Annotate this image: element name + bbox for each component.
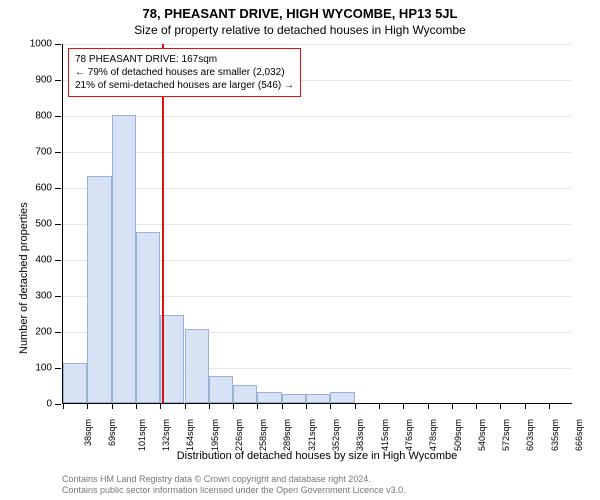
histogram-bar <box>209 376 233 403</box>
x-tick-label: 415sqm <box>380 419 390 451</box>
x-tick-label: 635sqm <box>550 419 560 451</box>
histogram-bar <box>306 394 330 403</box>
x-tick <box>160 403 161 409</box>
y-tick-label: 500 <box>18 219 52 230</box>
x-tick <box>452 403 453 409</box>
y-tick-label: 200 <box>18 327 52 338</box>
x-tick-label: 226sqm <box>234 419 244 451</box>
histogram-bar <box>330 392 354 403</box>
y-tick <box>55 296 61 297</box>
histogram-bar <box>63 363 87 403</box>
y-tick <box>55 44 61 45</box>
y-tick-label: 700 <box>18 147 52 158</box>
x-tick <box>209 403 210 409</box>
footer-text: Contains HM Land Registry data © Crown c… <box>62 474 406 496</box>
x-tick <box>233 403 234 409</box>
x-tick <box>87 403 88 409</box>
x-tick <box>306 403 307 409</box>
x-tick <box>500 403 501 409</box>
histogram-bar <box>136 232 160 403</box>
x-tick-label: 352sqm <box>331 419 341 451</box>
histogram-bar <box>282 394 306 403</box>
x-tick <box>525 403 526 409</box>
x-tick-label: 383sqm <box>355 419 365 451</box>
callout-line1: 78 PHEASANT DRIVE: 167sqm <box>75 53 294 66</box>
y-tick-label: 600 <box>18 183 52 194</box>
y-tick-label: 100 <box>18 363 52 374</box>
x-tick <box>403 403 404 409</box>
gridline <box>63 116 572 117</box>
x-tick-label: 540sqm <box>477 419 487 451</box>
y-tick-label: 1000 <box>18 39 52 50</box>
x-tick-label: 666sqm <box>574 419 584 451</box>
y-tick <box>55 80 61 81</box>
x-tick <box>549 403 550 409</box>
y-tick-label: 300 <box>18 291 52 302</box>
y-tick-label: 900 <box>18 75 52 86</box>
x-tick-label: 603sqm <box>525 419 535 451</box>
x-tick-label: 478sqm <box>428 419 438 451</box>
y-tick-label: 800 <box>18 111 52 122</box>
x-tick-label: 101sqm <box>137 419 147 451</box>
x-tick <box>355 403 356 409</box>
x-tick-label: 195sqm <box>210 419 220 451</box>
histogram-bar <box>87 176 111 403</box>
x-tick-label: 132sqm <box>161 419 171 451</box>
gridline <box>63 152 572 153</box>
x-tick-label: 321sqm <box>307 419 317 451</box>
x-tick <box>112 403 113 409</box>
y-tick <box>55 188 61 189</box>
x-tick-label: 476sqm <box>404 419 414 451</box>
y-tick <box>55 368 61 369</box>
y-tick <box>55 116 61 117</box>
x-tick <box>257 403 258 409</box>
x-tick-label: 38sqm <box>83 419 93 446</box>
gridline <box>63 224 572 225</box>
footer-line2: Contains public sector information licen… <box>62 485 406 496</box>
x-tick-label: 572sqm <box>501 419 511 451</box>
gridline <box>63 44 572 45</box>
x-tick-label: 509sqm <box>453 419 463 451</box>
callout-box: 78 PHEASANT DRIVE: 167sqm ← 79% of detac… <box>68 48 301 97</box>
chart-area: 38sqm69sqm101sqm132sqm164sqm195sqm226sqm… <box>62 44 572 404</box>
x-tick <box>476 403 477 409</box>
callout-line2: ← 79% of detached houses are smaller (2,… <box>75 66 294 79</box>
plot-area: 38sqm69sqm101sqm132sqm164sqm195sqm226sqm… <box>62 44 572 404</box>
y-tick <box>55 224 61 225</box>
histogram-bar <box>233 385 257 403</box>
property-marker-line <box>162 44 164 403</box>
x-tick-label: 164sqm <box>185 419 195 451</box>
y-tick-label: 400 <box>18 255 52 266</box>
x-axis-label: Distribution of detached houses by size … <box>62 450 572 462</box>
x-tick-label: 289sqm <box>282 419 292 451</box>
chart-subtitle: Size of property relative to detached ho… <box>0 21 600 37</box>
histogram-bar <box>257 392 281 403</box>
y-tick <box>55 404 61 405</box>
y-tick <box>55 152 61 153</box>
callout-line3: 21% of semi-detached houses are larger (… <box>75 79 294 92</box>
x-tick <box>136 403 137 409</box>
footer-line1: Contains HM Land Registry data © Crown c… <box>62 474 406 485</box>
histogram-bar <box>112 115 136 403</box>
x-tick <box>185 403 186 409</box>
x-tick <box>379 403 380 409</box>
y-tick-label: 0 <box>18 399 52 410</box>
x-tick-label: 258sqm <box>258 419 268 451</box>
y-tick <box>55 260 61 261</box>
x-tick <box>428 403 429 409</box>
chart-container: 78, PHEASANT DRIVE, HIGH WYCOMBE, HP13 5… <box>0 0 600 500</box>
histogram-bar <box>185 329 209 403</box>
x-tick-label: 69sqm <box>107 419 117 446</box>
x-tick <box>63 403 64 409</box>
x-tick <box>330 403 331 409</box>
y-tick <box>55 332 61 333</box>
x-tick <box>282 403 283 409</box>
gridline <box>63 188 572 189</box>
chart-title: 78, PHEASANT DRIVE, HIGH WYCOMBE, HP13 5… <box>0 0 600 21</box>
